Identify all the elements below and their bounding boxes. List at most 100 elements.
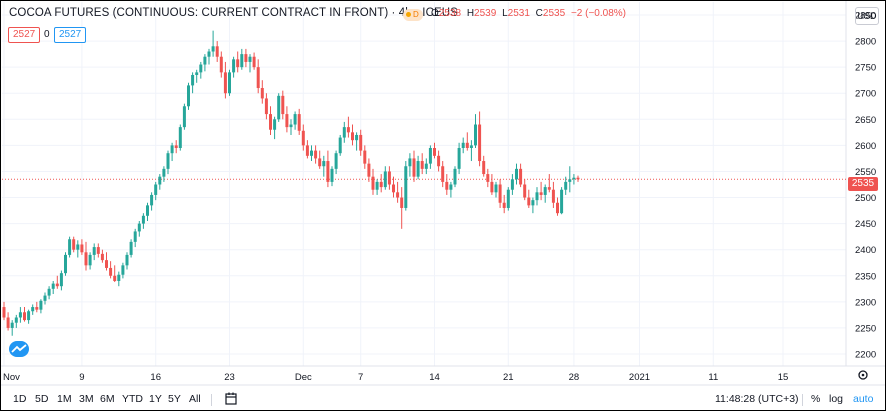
candle-body bbox=[76, 244, 80, 250]
candle-body bbox=[59, 273, 63, 287]
candle-body bbox=[510, 179, 514, 190]
candle-body bbox=[392, 184, 395, 193]
candle-body bbox=[2, 307, 6, 318]
x-tick-label: 28 bbox=[569, 372, 580, 383]
y-tick-label: 2200 bbox=[855, 350, 876, 361]
candle-body bbox=[113, 275, 117, 281]
toolbar-divider-right bbox=[802, 394, 803, 406]
x-tick-label: 2021 bbox=[629, 372, 650, 383]
candle-body bbox=[387, 171, 391, 185]
candle-body bbox=[64, 254, 67, 274]
candle-body bbox=[228, 72, 231, 94]
sell-button[interactable]: 2527 bbox=[8, 27, 41, 43]
candle-body bbox=[478, 124, 482, 162]
candle-body bbox=[342, 127, 346, 138]
candle-body bbox=[428, 147, 432, 164]
candle-body bbox=[301, 130, 305, 146]
candle-body bbox=[490, 181, 494, 193]
currency-button[interactable]: USD bbox=[855, 7, 879, 25]
candle-body bbox=[109, 267, 113, 276]
settings-gear-icon[interactable] bbox=[858, 370, 868, 380]
high-value: 2539 bbox=[474, 8, 497, 19]
candle-body bbox=[326, 161, 330, 182]
candle-body bbox=[416, 161, 420, 177]
range-all[interactable]: All bbox=[189, 393, 201, 405]
range-3m[interactable]: 3M bbox=[79, 393, 94, 405]
candle-body bbox=[424, 163, 428, 169]
candle-body bbox=[420, 161, 424, 169]
candle-body bbox=[215, 46, 219, 57]
range-1m[interactable]: 1M bbox=[57, 393, 72, 405]
low-value: 2531 bbox=[507, 8, 530, 19]
candle-body bbox=[23, 312, 26, 321]
y-tick-label: 2750 bbox=[855, 63, 876, 74]
range-1y[interactable]: 1Y bbox=[149, 393, 162, 405]
clock-time[interactable]: 11:48:28 (UTC+3) bbox=[715, 393, 799, 405]
candle-body bbox=[556, 202, 559, 214]
chart-header: COCOA FUTURES (CONTINUOUS: CURRENT CONTR… bbox=[9, 7, 458, 19]
settings-gear-center bbox=[861, 373, 865, 377]
symbol-title[interactable]: COCOA FUTURES (CONTINUOUS: CURRENT CONTR… bbox=[9, 7, 458, 19]
candle-body bbox=[502, 202, 506, 208]
candle-body bbox=[474, 124, 477, 146]
data-delay-badge[interactable]: D bbox=[403, 9, 423, 21]
date-range-icon[interactable] bbox=[225, 392, 238, 408]
candle-body bbox=[547, 187, 551, 190]
candle-body bbox=[346, 127, 350, 133]
change-value: −2 (−0.08%) bbox=[570, 8, 626, 19]
range-ytd[interactable]: YTD bbox=[122, 393, 143, 405]
tradingview-logo-icon[interactable] bbox=[9, 341, 29, 357]
low-label: L bbox=[502, 8, 508, 19]
candle-body bbox=[281, 95, 285, 115]
candle-body bbox=[252, 56, 256, 68]
candle-body bbox=[125, 254, 129, 266]
candle-body bbox=[486, 174, 490, 182]
candle-body bbox=[150, 194, 154, 206]
candle-body bbox=[187, 85, 190, 107]
candle-body bbox=[523, 184, 527, 198]
candle-body bbox=[433, 147, 436, 156]
x-tick-label: 7 bbox=[358, 372, 363, 383]
candle-body bbox=[72, 239, 76, 250]
candle-body bbox=[248, 56, 252, 62]
candle-body bbox=[10, 322, 14, 328]
buy-button[interactable]: 2527 bbox=[54, 27, 87, 43]
candle-body bbox=[465, 142, 469, 148]
candle-body bbox=[51, 283, 55, 289]
candle-body bbox=[240, 54, 244, 68]
candle-body bbox=[178, 127, 182, 148]
candle-body bbox=[39, 300, 43, 310]
y-tick-label: 2700 bbox=[855, 89, 876, 100]
candle-body bbox=[441, 166, 445, 182]
candle-body bbox=[256, 67, 260, 89]
range-5d[interactable]: 5D bbox=[35, 393, 49, 405]
candle-body bbox=[191, 74, 195, 86]
x-tick-label: Dec bbox=[295, 372, 312, 383]
candle-body bbox=[494, 184, 498, 193]
auto-toggle[interactable]: auto bbox=[853, 393, 874, 405]
log-toggle[interactable]: log bbox=[829, 393, 844, 405]
range-1d[interactable]: 1D bbox=[13, 393, 27, 405]
range-5y[interactable]: 5Y bbox=[168, 393, 181, 405]
candle-body bbox=[31, 307, 35, 312]
candle-body bbox=[88, 254, 92, 266]
candle-body bbox=[564, 181, 568, 190]
candle-body bbox=[68, 239, 72, 255]
candle-body bbox=[6, 317, 10, 328]
candle-body bbox=[289, 124, 293, 128]
candle-body bbox=[498, 184, 502, 203]
candle-body bbox=[519, 168, 523, 185]
candle-body bbox=[400, 197, 404, 208]
candle-body bbox=[133, 231, 137, 242]
candle-body bbox=[170, 145, 174, 154]
candle-body bbox=[55, 283, 59, 287]
candle-body bbox=[236, 59, 240, 68]
range-6m[interactable]: 6M bbox=[100, 393, 115, 405]
candle-body bbox=[314, 150, 318, 159]
candle-body bbox=[412, 158, 416, 177]
percent-toggle[interactable]: % bbox=[811, 393, 821, 405]
y-tick-label: 2300 bbox=[855, 297, 876, 308]
candle-body bbox=[535, 192, 539, 201]
candle-body bbox=[445, 181, 449, 190]
